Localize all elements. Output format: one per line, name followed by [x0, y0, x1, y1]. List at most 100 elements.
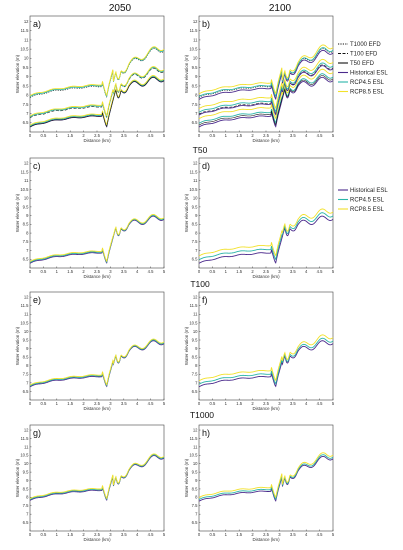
y-tick-label: 10 [24, 329, 29, 334]
y-axis-label: Water elevation (m) [184, 458, 189, 497]
y-tick-label: 9 [195, 74, 198, 79]
y-tick-label: 9.5 [23, 204, 29, 209]
y-tick-label: 10.5 [189, 320, 198, 325]
y-tick-label: 9 [195, 213, 198, 218]
x-tick-label: 1 [225, 401, 228, 406]
y-tick-label: 11.5 [21, 303, 30, 308]
x-tick-label: 2.5 [94, 401, 100, 406]
series-line [198, 337, 334, 385]
x-tick-label: 3.5 [290, 133, 296, 138]
y-tick-label: 8 [26, 495, 29, 500]
x-tick-label: 0 [198, 269, 201, 274]
x-axis-label: Distance (km) [83, 274, 111, 279]
y-tick-label: 10.5 [189, 453, 198, 458]
y-tick-label: 7.5 [23, 102, 29, 107]
series-line [29, 339, 165, 387]
y-tick-label: 7.5 [23, 503, 29, 508]
y-tick-label: 6.5 [192, 257, 198, 262]
y-tick-label: 10 [193, 196, 198, 201]
series-line [29, 46, 165, 97]
y-tick-label: 7 [195, 512, 198, 517]
x-tick-label: 5 [332, 401, 335, 406]
x-tick-label: 4 [136, 532, 139, 537]
y-tick-label: 12 [24, 161, 29, 166]
series-line [198, 455, 334, 502]
y-tick-label: 11.5 [190, 28, 199, 33]
x-tick-label: 0 [198, 401, 201, 406]
y-tick-label: 10 [24, 56, 29, 61]
x-tick-label: 2 [82, 133, 85, 138]
x-tick-label: 2 [251, 401, 254, 406]
x-tick-label: 4 [136, 401, 139, 406]
x-tick-label: 1 [56, 269, 59, 274]
y-tick-label: 9 [26, 346, 29, 351]
x-tick-label: 2.5 [263, 133, 269, 138]
x-tick-label: 1.5 [236, 532, 242, 537]
y-tick-label: 9 [195, 346, 198, 351]
x-tick-label: 3 [109, 532, 112, 537]
x-tick-label: 2.5 [263, 269, 269, 274]
y-tick-label: 11.5 [21, 28, 30, 33]
y-tick-label: 7.5 [23, 372, 29, 377]
plot-area [29, 291, 165, 401]
y-tick-label: 9.5 [23, 470, 29, 475]
legend-entry: T100 EFD [350, 52, 378, 58]
x-tick-label: 0.5 [209, 269, 215, 274]
series-line [198, 334, 334, 382]
x-axis-label: Distance (km) [252, 537, 280, 542]
series-line [198, 452, 334, 499]
y-axis-label: Water elevation (m) [184, 326, 189, 365]
x-tick-label: 3.5 [121, 532, 127, 537]
x-tick-label: 1 [56, 532, 59, 537]
y-tick-label: 7.5 [192, 102, 198, 107]
y-tick-label: 9.5 [23, 337, 29, 342]
x-tick-label: 3.5 [121, 401, 127, 406]
x-tick-label: 2.5 [94, 532, 100, 537]
y-tick-label: 10 [193, 329, 198, 334]
x-tick-label: 2.5 [94, 133, 100, 138]
x-tick-label: 2.5 [263, 401, 269, 406]
x-tick-label: 3.5 [121, 269, 127, 274]
panel-label: f) [202, 295, 208, 305]
y-axis-label: Water elevation (m) [15, 458, 20, 497]
y-tick-label: 8 [195, 93, 198, 98]
series-line [198, 49, 334, 101]
panel-label: g) [33, 428, 41, 438]
x-tick-label: 3.5 [290, 269, 296, 274]
y-tick-label: 7 [26, 111, 29, 116]
x-tick-label: 4 [305, 532, 308, 537]
x-tick-label: 1.5 [236, 133, 242, 138]
y-tick-label: 9 [26, 213, 29, 218]
x-tick-label: 3 [109, 269, 112, 274]
y-tick-label: 7 [26, 380, 29, 385]
x-tick-label: 0 [29, 532, 32, 537]
x-tick-label: 2.5 [94, 269, 100, 274]
y-tick-label: 11 [24, 178, 29, 183]
series-line [29, 213, 165, 263]
series-line [29, 75, 165, 126]
y-tick-label: 8.5 [23, 486, 29, 491]
y-tick-label: 7 [195, 248, 198, 253]
x-tick-label: 2 [251, 133, 254, 138]
x-axis-label: Distance (km) [83, 138, 111, 143]
y-tick-label: 8 [26, 363, 29, 368]
y-axis-label: Water elevation (m) [15, 326, 20, 365]
y-tick-label: 11 [193, 37, 198, 42]
y-tick-label: 7 [26, 248, 29, 253]
x-tick-label: 4.5 [317, 532, 323, 537]
series-line [198, 58, 334, 110]
y-tick-label: 10.5 [20, 453, 29, 458]
panel-label: d) [202, 161, 210, 171]
x-tick-label: 2 [251, 532, 254, 537]
series-line [29, 454, 165, 501]
y-tick-label: 7.5 [23, 239, 29, 244]
y-tick-label: 6.5 [23, 257, 29, 262]
y-tick-label: 11 [24, 37, 29, 42]
x-tick-label: 3 [278, 133, 281, 138]
legend-entry: T50 EFD [350, 61, 375, 67]
y-tick-label: 8 [26, 230, 29, 235]
